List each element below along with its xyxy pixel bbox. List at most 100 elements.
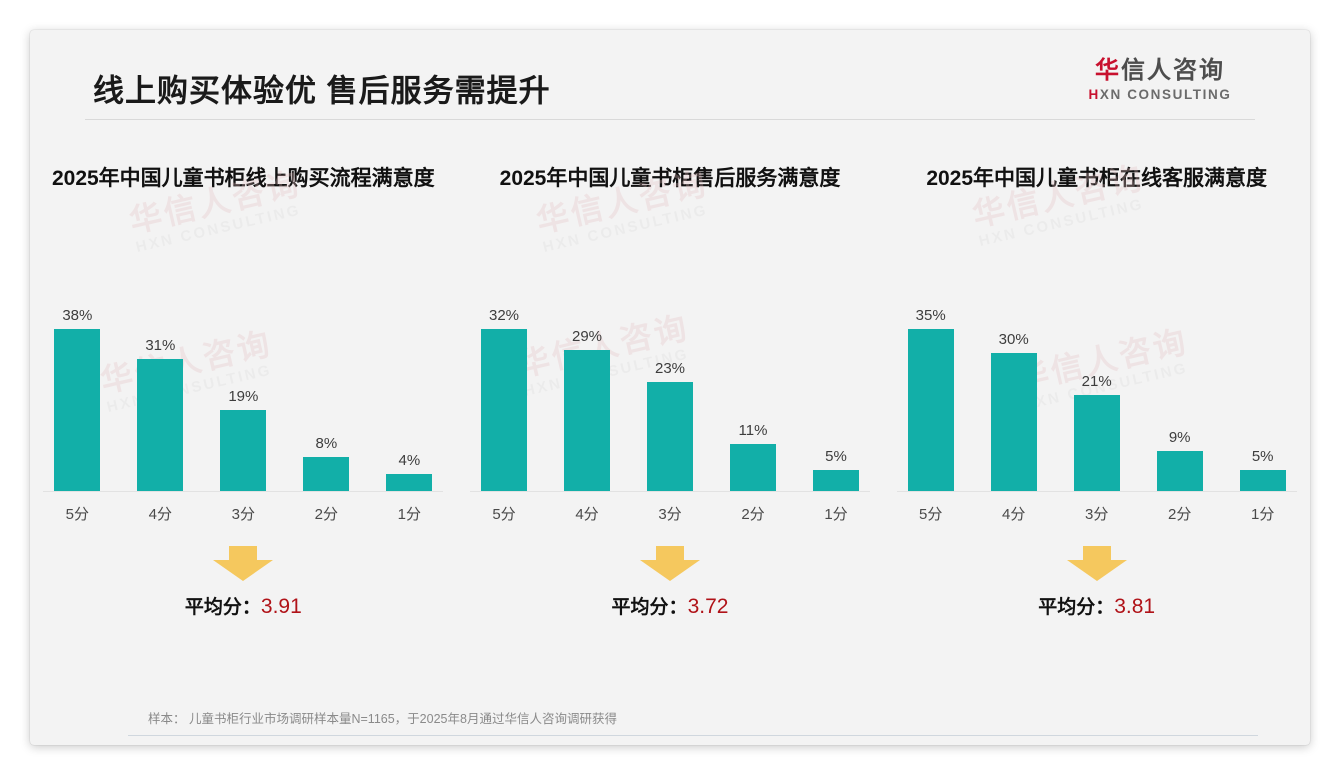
x-axis-ticks-2: 5分 4分 3分 2分 1分 <box>470 503 870 524</box>
x-tick-label: 2分 <box>314 506 338 523</box>
x-axis-line <box>43 491 444 492</box>
bar-group-1: 38% 31% 19% 8% <box>43 294 443 492</box>
bar[interactable] <box>813 470 859 492</box>
bar-value-label: 38% <box>62 307 93 324</box>
average-score-3: 平均分：3.81 <box>897 592 1297 619</box>
bar-column[interactable]: 4% <box>381 294 437 492</box>
bar-column[interactable]: 32% <box>476 294 532 492</box>
bar-value-label: 8% <box>315 435 338 452</box>
average-score-1: 平均分：3.91 <box>43 592 443 619</box>
bar-chart-2: 华信人咨询 HXN CONSULTING 32% 29% 23% <box>470 294 870 523</box>
bar-value-label: 9% <box>1168 429 1191 446</box>
bar[interactable] <box>481 329 527 492</box>
bar[interactable] <box>303 457 350 492</box>
bar-chart-3: 华信人咨询 HXN CONSULTING 35% 30% 21% <box>896 294 1297 523</box>
logo-english-rest: XN CONSULTING <box>1099 87 1232 103</box>
average-label: 平均分： <box>1038 597 1115 618</box>
x-axis-line <box>470 491 870 492</box>
bar[interactable] <box>990 353 1037 492</box>
x-tick-label: 1分 <box>824 506 848 523</box>
bar[interactable] <box>220 410 267 492</box>
bar[interactable] <box>1156 451 1203 492</box>
bar-column[interactable]: 38% <box>49 294 105 492</box>
x-tick-label: 1分 <box>397 506 421 523</box>
average-value: 3.72 <box>687 595 729 618</box>
bar-value-label: 35% <box>915 307 946 324</box>
company-logo: 华信人咨询 HXN CONSULTING <box>1070 57 1250 102</box>
bar-column[interactable]: 31% <box>132 294 188 492</box>
down-arrow-icon <box>640 546 700 581</box>
logo-h-character: H <box>1088 87 1100 103</box>
average-label: 平均分： <box>611 597 688 618</box>
average-block-1: 平均分：3.91 <box>43 546 443 619</box>
bar[interactable] <box>564 350 610 492</box>
bar-value-label: 31% <box>145 337 176 354</box>
chart-title-1: 2025年中国儿童书柜线上购买流程满意度 <box>51 167 435 190</box>
slide-canvas: 线上购买体验优 售后服务需提升 华信人咨询 HXN CONSULTING 华信人… <box>30 30 1310 745</box>
bar-group-3: 35% 30% 21% 9% <box>897 294 1297 492</box>
bar-column[interactable]: 8% <box>298 294 354 492</box>
bar-column[interactable]: 5% <box>1235 294 1291 492</box>
bar-column[interactable]: 29% <box>559 294 615 492</box>
watermark-en: HXN CONSULTING <box>134 201 303 256</box>
bar[interactable] <box>1073 395 1120 492</box>
down-arrow-icon <box>1066 546 1127 581</box>
bar-column[interactable]: 23% <box>642 294 698 492</box>
watermark-en: HXN CONSULTING <box>540 201 710 256</box>
logo-english-text: HXN CONSULTING <box>1070 87 1250 102</box>
bar[interactable] <box>647 382 693 492</box>
chart-panel-3: 华信人咨询 HXN CONSULTING 2025年中国儿童书柜在线客服满意度 … <box>883 138 1310 668</box>
x-tick-label: 2分 <box>1168 506 1192 523</box>
page-title: 线上购买体验优 售后服务需提升 <box>93 73 551 109</box>
bar-value-label: 23% <box>654 360 686 377</box>
x-tick-label: 1分 <box>1251 506 1275 523</box>
average-value: 3.81 <box>1114 595 1156 618</box>
bar[interactable] <box>386 474 433 492</box>
x-tick-label: 3分 <box>658 506 682 523</box>
x-tick-label: 3分 <box>231 506 255 523</box>
bar-column[interactable]: 9% <box>1152 294 1208 492</box>
bar-column[interactable]: 5% <box>808 294 864 492</box>
bar-column[interactable]: 11% <box>725 294 781 492</box>
bar-column[interactable]: 19% <box>215 294 271 492</box>
average-label: 平均分： <box>184 597 261 618</box>
bar-group-2: 32% 29% 23% 11% <box>470 294 870 492</box>
footer-divider <box>128 735 1258 736</box>
x-tick-label: 4分 <box>575 506 599 523</box>
logo-chinese-rest: 信人咨询 <box>1121 57 1225 84</box>
x-tick-label: 5分 <box>65 506 89 523</box>
x-tick-label: 2分 <box>741 506 765 523</box>
header-divider <box>85 119 1255 120</box>
average-block-2: 平均分：3.72 <box>470 546 870 619</box>
bar-column[interactable]: 21% <box>1069 294 1125 492</box>
bar[interactable] <box>137 359 184 492</box>
charts-row: 华信人咨询 HXN CONSULTING 2025年中国儿童书柜线上购买流程满意… <box>30 138 1310 668</box>
x-axis-ticks-1: 5分 4分 3分 2分 1分 <box>43 503 443 524</box>
bar[interactable] <box>54 329 101 492</box>
x-tick-label: 5分 <box>919 506 943 523</box>
x-axis-line <box>896 491 1297 492</box>
bar-column[interactable]: 35% <box>903 294 959 492</box>
average-score-2: 平均分：3.72 <box>470 592 870 619</box>
chart-title-2: 2025年中国儿童书柜售后服务满意度 <box>499 167 841 190</box>
sample-footnote: 样本： 儿童书柜行业市场调研样本量N=1165，于2025年8月通过华信人咨询调… <box>148 712 617 726</box>
bar-value-label: 19% <box>228 388 259 405</box>
bar-value-label: 11% <box>738 422 768 439</box>
bar-value-label: 32% <box>488 307 520 324</box>
bar-value-label: 5% <box>1251 448 1274 465</box>
x-axis-ticks-3: 5分 4分 3分 2分 1分 <box>897 503 1297 524</box>
average-value: 3.91 <box>260 595 302 618</box>
x-tick-label: 3分 <box>1085 506 1109 523</box>
bar-value-label: 29% <box>571 328 603 345</box>
down-arrow-icon <box>213 546 274 581</box>
bar[interactable] <box>1239 470 1286 492</box>
bar[interactable] <box>730 444 776 492</box>
bar-value-label: 30% <box>998 331 1029 348</box>
bar-column[interactable]: 30% <box>986 294 1042 492</box>
bar[interactable] <box>907 329 954 492</box>
x-tick-label: 5分 <box>492 506 516 523</box>
slide-footer: ©2025.10 HXR华信人咨询 www.hxrcon.com <box>30 742 1310 745</box>
chart-panel-1: 华信人咨询 HXN CONSULTING 2025年中国儿童书柜线上购买流程满意… <box>30 138 457 668</box>
bar-value-label: 4% <box>398 452 421 469</box>
bar-value-label: 5% <box>825 448 847 465</box>
